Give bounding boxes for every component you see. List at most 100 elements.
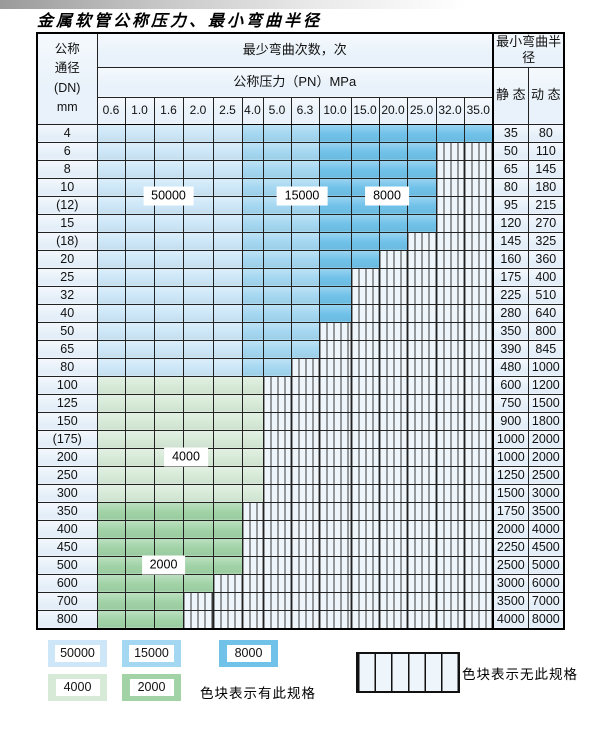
spec-cell <box>124 501 155 521</box>
spec-cell <box>153 267 184 287</box>
table-row: 250 1250 2500 <box>36 465 565 485</box>
spec-cell <box>350 231 380 251</box>
static-value: 750 <box>492 393 529 413</box>
spec-cell <box>182 555 214 575</box>
spec-cell <box>153 357 184 377</box>
table-row: 600 3000 6000 <box>36 573 565 593</box>
spec-cell <box>124 573 155 593</box>
spec-cell <box>290 339 320 359</box>
spec-cell <box>406 123 437 143</box>
spec-cell <box>124 411 155 431</box>
table-row: 8 65 145 <box>36 159 565 179</box>
spec-cell <box>182 573 214 593</box>
table-row: 20 160 360 <box>36 249 565 269</box>
spec-cell <box>350 483 380 503</box>
static-value: 4000 <box>492 609 529 629</box>
spec-cell <box>463 141 494 161</box>
table-row: 15 120 270 <box>36 213 565 233</box>
table-row: (175) 1000 2000 <box>36 429 565 449</box>
spec-cell <box>262 555 292 575</box>
spec-cell <box>241 357 264 377</box>
spec-cell <box>378 141 408 161</box>
spec-cell: 2000 <box>141 555 186 575</box>
dn-label: 32 <box>36 285 98 305</box>
spec-cell <box>378 249 408 269</box>
spec-cell <box>262 483 292 503</box>
spec-cell <box>463 123 494 143</box>
spec-cell <box>290 159 320 179</box>
pressure-col-header: 6.3 <box>290 96 320 125</box>
spec-cell <box>378 213 408 233</box>
dn-label: 300 <box>36 483 98 503</box>
spec-cell <box>182 267 214 287</box>
spec-cell <box>290 411 320 431</box>
spec-cell <box>241 555 264 575</box>
spec-cell <box>435 609 465 629</box>
spec-cell <box>182 357 214 377</box>
spec-cell <box>262 591 292 611</box>
spec-cell <box>350 447 380 467</box>
spec-cell <box>153 393 184 413</box>
spec-cell <box>212 393 243 413</box>
spec-cell <box>435 213 465 233</box>
spec-cell <box>406 519 437 539</box>
spec-cell <box>262 609 292 629</box>
spec-cell <box>463 483 494 503</box>
spec-cell <box>350 213 380 233</box>
dn-label: (175) <box>36 429 98 449</box>
spec-cell <box>378 501 408 521</box>
dn-label: 700 <box>36 591 98 611</box>
spec-cell <box>262 465 292 485</box>
spec-cell <box>96 393 126 413</box>
dynamic-value: 3500 <box>527 501 565 521</box>
spec-cell <box>290 123 320 143</box>
spec-cell <box>406 609 437 629</box>
spec-cell <box>463 303 494 323</box>
dynamic-value: 7000 <box>527 591 565 611</box>
spec-cell <box>153 249 184 269</box>
static-value: 95 <box>492 195 529 215</box>
spec-cell <box>182 591 214 611</box>
dn-label: (18) <box>36 231 98 251</box>
dynamic-value: 8000 <box>527 609 565 629</box>
spec-cell <box>406 159 437 179</box>
spec-cell <box>153 573 184 593</box>
spec-cell <box>435 483 465 503</box>
spec-cell <box>435 303 465 323</box>
static-value: 600 <box>492 375 529 395</box>
spec-cell <box>96 501 126 521</box>
dynamic-value: 1800 <box>527 411 565 431</box>
spec-cell <box>378 357 408 377</box>
spec-cell <box>96 177 126 197</box>
legend-swatch-15000: 15000 <box>122 640 181 667</box>
spec-cell <box>378 411 408 431</box>
dn-label: 4 <box>36 123 98 143</box>
spec-cell <box>378 231 408 251</box>
spec-cell <box>406 213 437 233</box>
spec-cell <box>241 339 264 359</box>
pressure-col-header: 0.6 <box>96 96 126 125</box>
spec-cell: 8000 <box>365 177 409 205</box>
spec-cell <box>350 519 380 539</box>
static-value: 145 <box>492 231 529 251</box>
spec-cell <box>463 357 494 377</box>
spec-cell <box>435 591 465 611</box>
table-row: 800 4000 8000 <box>36 609 565 629</box>
dynamic-value: 640 <box>527 303 565 323</box>
spec-cell <box>124 591 155 611</box>
spec-cell <box>182 321 214 341</box>
spec-cell <box>124 303 155 323</box>
static-value: 1750 <box>492 501 529 521</box>
spec-cell <box>153 339 184 359</box>
spec-cell <box>463 537 494 557</box>
spec-cell <box>262 159 292 179</box>
spec-cell <box>124 231 155 251</box>
spec-cell <box>124 213 155 233</box>
spec-cell <box>96 249 126 269</box>
spec-cell <box>182 483 214 503</box>
spec-cell <box>435 375 465 395</box>
spec-cell <box>212 141 243 161</box>
spec-cell <box>290 267 320 287</box>
spec-cell <box>290 375 320 395</box>
dynamic-value: 800 <box>527 321 565 341</box>
